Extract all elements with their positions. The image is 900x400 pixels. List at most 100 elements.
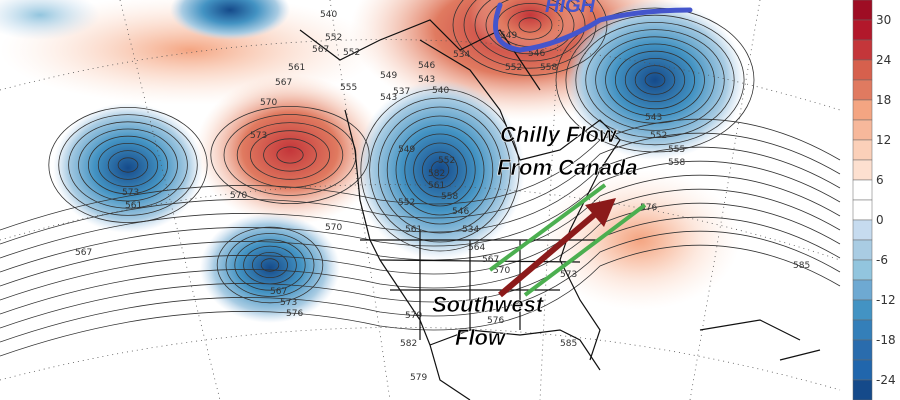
contour-line bbox=[276, 146, 304, 164]
contour-label: 576 bbox=[640, 203, 657, 213]
contour-line bbox=[68, 121, 188, 209]
from-canada-label: From Canada bbox=[497, 155, 638, 180]
contour-line bbox=[107, 150, 149, 180]
contour-label: 552 bbox=[325, 33, 342, 43]
contour-label: 567 bbox=[75, 248, 92, 258]
contour-line bbox=[234, 239, 306, 291]
contour-line bbox=[0, 202, 841, 315]
contour-line bbox=[48, 107, 208, 223]
colorbar-tick-label: 12 bbox=[876, 133, 891, 147]
contour-line bbox=[251, 251, 288, 278]
contour-line bbox=[644, 72, 666, 88]
contour-label: 552 bbox=[505, 63, 522, 73]
contour-label: 543 bbox=[645, 113, 662, 123]
contour-label: 582 bbox=[400, 339, 417, 349]
contour-label: 534 bbox=[453, 50, 470, 60]
southwest-arrow-head bbox=[585, 198, 616, 227]
contour-line bbox=[97, 142, 159, 187]
contour-line bbox=[0, 230, 841, 343]
contour-line bbox=[507, 10, 553, 40]
southwest-label: Southwest bbox=[432, 292, 545, 317]
colorbar-tick-label: 0 bbox=[876, 213, 884, 227]
contour-line bbox=[117, 157, 139, 173]
colorbar-swatch bbox=[852, 59, 873, 81]
contour-label: 567 bbox=[275, 78, 292, 88]
contour-label: 564 bbox=[468, 243, 485, 253]
contour-label: 585 bbox=[560, 339, 577, 349]
colorbar-swatch bbox=[852, 179, 873, 201]
colorbar-swatch bbox=[852, 279, 873, 301]
colorbar-swatch bbox=[852, 299, 873, 321]
contour-label: 573 bbox=[122, 188, 139, 198]
colorbar-tick-label: 24 bbox=[876, 53, 891, 67]
contour-line bbox=[369, 97, 511, 243]
contour-label: 582 bbox=[428, 169, 445, 179]
coastlines bbox=[299, 19, 821, 400]
contour-label: 570 bbox=[260, 98, 277, 108]
contour-label: 576 bbox=[487, 316, 504, 326]
colorbar-swatch bbox=[852, 119, 873, 141]
contour-label: 570 bbox=[230, 191, 247, 201]
colorbar-swatch bbox=[852, 319, 873, 341]
colorbar-swatch bbox=[852, 379, 873, 400]
contour-label: 579 bbox=[405, 311, 422, 321]
contour-label: 576 bbox=[286, 309, 303, 319]
contour-label: 543 bbox=[380, 93, 397, 103]
contour-line bbox=[430, 160, 450, 180]
colorbar-swatch bbox=[852, 359, 873, 381]
southwest-arrow bbox=[498, 207, 602, 298]
contour-label: 573 bbox=[560, 270, 577, 280]
contour-label: 546 bbox=[528, 49, 545, 59]
colorbar-tick-label: 18 bbox=[876, 93, 891, 107]
contour-line bbox=[615, 50, 696, 110]
contour-line bbox=[216, 226, 324, 304]
contour-label: 558 bbox=[668, 158, 685, 168]
colorbar-swatch bbox=[852, 39, 873, 61]
contour-label: 573 bbox=[280, 298, 297, 308]
contour-label: 567 bbox=[312, 45, 329, 55]
colorbar-swatch bbox=[852, 199, 873, 221]
green-flow-line bbox=[523, 203, 647, 297]
contour-line bbox=[0, 244, 841, 357]
contour-line bbox=[249, 130, 330, 180]
contour-line bbox=[386, 115, 494, 225]
contour-line bbox=[236, 122, 344, 188]
contour-label: 552 bbox=[343, 48, 360, 58]
colorbar-swatch bbox=[852, 219, 873, 241]
colorbar-swatch bbox=[852, 259, 873, 281]
contour-label: 558 bbox=[540, 63, 557, 73]
colorbar-swatch bbox=[852, 0, 873, 21]
graticule bbox=[0, 0, 841, 400]
contour-line bbox=[0, 188, 841, 301]
contour-label: 537 bbox=[393, 87, 410, 97]
contour-label: 540 bbox=[320, 10, 337, 20]
contour-line bbox=[485, 0, 575, 55]
contour-line bbox=[421, 151, 458, 189]
green-flow-line bbox=[488, 183, 607, 272]
contour-line bbox=[395, 124, 485, 216]
contour-line bbox=[0, 146, 841, 259]
contour-line bbox=[260, 258, 280, 272]
contour-line bbox=[518, 17, 542, 33]
contour-label: 549 bbox=[380, 71, 397, 81]
contour-line bbox=[225, 233, 315, 297]
contour-label: 567 bbox=[270, 287, 287, 297]
colorbar-swatch bbox=[852, 339, 873, 361]
contour-line bbox=[624, 58, 686, 103]
height-contours bbox=[0, 0, 841, 357]
contour-line bbox=[634, 65, 676, 95]
contour-line bbox=[585, 29, 725, 131]
contour-label: 561 bbox=[125, 201, 142, 211]
contour-line bbox=[0, 132, 841, 245]
contour-line bbox=[360, 88, 520, 252]
contour-label: 543 bbox=[418, 75, 435, 85]
contour-label: 546 bbox=[418, 61, 435, 71]
colorbar-tick-label: 30 bbox=[876, 13, 891, 27]
contour-line bbox=[474, 0, 586, 62]
contour-label: 573 bbox=[250, 131, 267, 141]
contour-line bbox=[605, 43, 705, 117]
contour-label: 570 bbox=[493, 266, 510, 276]
anomaly-shading bbox=[0, 0, 745, 323]
